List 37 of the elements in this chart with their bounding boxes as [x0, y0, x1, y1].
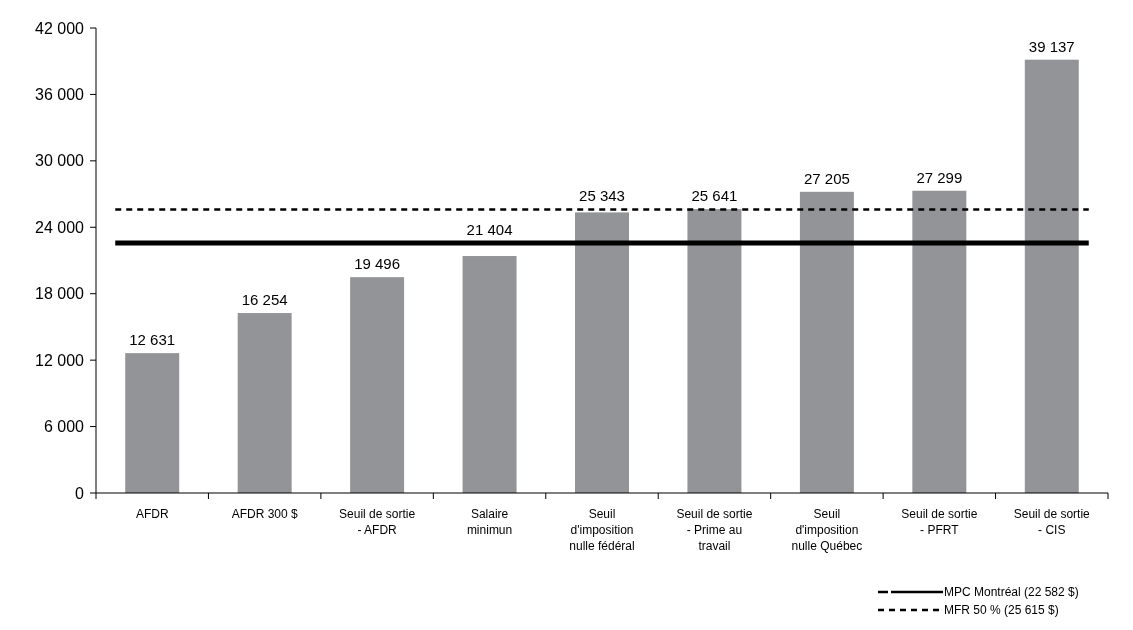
bar [462, 256, 517, 493]
data-label: 16 254 [241, 291, 288, 309]
x-tick-label: Seuil de sortie - CIS [1013, 507, 1091, 537]
bar [575, 212, 629, 493]
x-tick-label: AFDR [135, 507, 169, 521]
data-label: 25 343 [579, 187, 625, 205]
x-tick-label: AFDR 300 $ [231, 507, 299, 521]
data-label: 21 404 [466, 220, 513, 238]
bar [350, 277, 405, 493]
y-tick-label: 24 000 [35, 218, 85, 236]
x-tick-label: Seuil de sortie - PFRT [901, 507, 978, 537]
y-tick-label: 30 000 [35, 152, 85, 170]
bar [799, 191, 854, 493]
bar [237, 313, 292, 493]
legend-label: MFR 50 % (25 615 $) [944, 603, 1059, 618]
x-tick-label: Seuil de sortie - Prime au travail [676, 507, 753, 553]
y-tick-label: 18 000 [35, 285, 85, 303]
data-label: 27 299 [916, 168, 963, 186]
x-tick-label: Salaire minimun [466, 507, 513, 537]
bar [1024, 59, 1079, 493]
y-tick-label: 36 000 [35, 86, 85, 104]
y-tick-label: 0 [75, 484, 85, 502]
bar [125, 353, 180, 493]
bar [687, 209, 742, 493]
x-tick-label: Seuil d'imposition nulle Québec [791, 507, 863, 553]
y-tick-label: 42 000 [35, 19, 85, 37]
data-label: 27 205 [803, 169, 850, 187]
y-tick-label: 6 000 [43, 418, 85, 436]
data-label: 12 631 [129, 331, 176, 349]
data-label: 39 137 [1028, 37, 1075, 55]
data-label: 25 641 [691, 187, 738, 205]
bar [912, 190, 967, 493]
x-tick-label: Seuil d'imposition nulle fédéral [569, 507, 635, 553]
data-label: 19 496 [354, 255, 401, 273]
legend-label: MPC Montréal (22 582 $) [944, 585, 1079, 600]
y-tick-label: 12 000 [35, 351, 85, 369]
x-tick-label: Seuil de sortie - AFDR [339, 507, 416, 537]
